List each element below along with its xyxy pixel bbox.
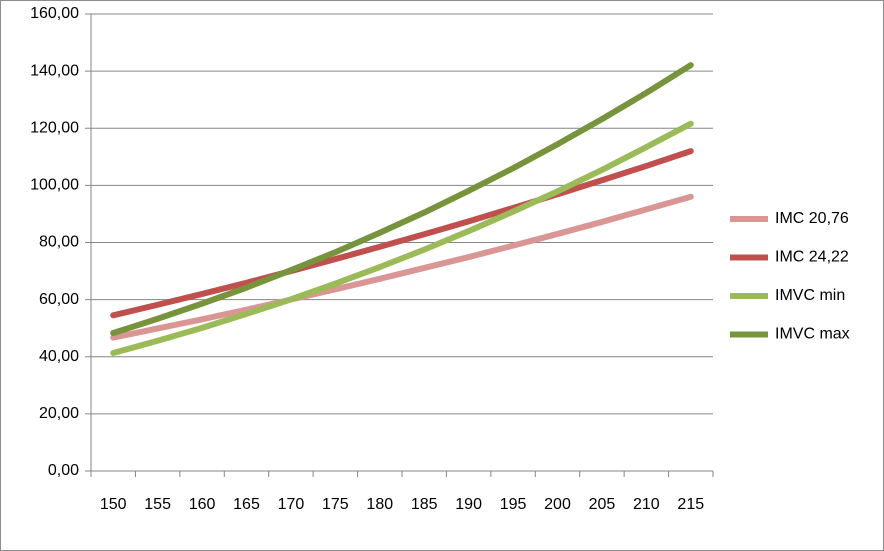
y-tick-label: 120,00 bbox=[30, 119, 79, 136]
x-tick-label: 175 bbox=[322, 496, 349, 513]
x-tick-label: 205 bbox=[589, 496, 616, 513]
x-tick-label: 165 bbox=[233, 496, 260, 513]
y-tick-label: 140,00 bbox=[30, 62, 79, 79]
x-tick-label: 180 bbox=[366, 496, 393, 513]
y-tick-label: 60,00 bbox=[39, 291, 79, 308]
y-tick-label: 100,00 bbox=[30, 177, 79, 194]
x-tick-label: 150 bbox=[100, 496, 127, 513]
x-tick-label: 155 bbox=[144, 496, 171, 513]
legend-label: IMVC max bbox=[775, 326, 850, 343]
legend-label: IMVC min bbox=[775, 287, 845, 304]
y-tick-label: 80,00 bbox=[39, 234, 79, 251]
legend-label: IMC 20,76 bbox=[775, 210, 849, 227]
x-tick-label: 195 bbox=[500, 496, 527, 513]
y-tick-label: 160,00 bbox=[30, 5, 79, 22]
x-tick-label: 190 bbox=[455, 496, 482, 513]
series-line bbox=[110, 193, 694, 341]
x-tick-label: 170 bbox=[278, 496, 305, 513]
x-tick-label: 200 bbox=[544, 496, 571, 513]
x-tick-label: 210 bbox=[633, 496, 660, 513]
series-line bbox=[110, 148, 694, 319]
series-line bbox=[110, 62, 694, 337]
x-tick-label: 185 bbox=[411, 496, 438, 513]
series-line bbox=[110, 120, 694, 357]
legend-label: IMC 24,22 bbox=[775, 249, 849, 266]
y-tick-label: 20,00 bbox=[39, 405, 79, 422]
y-tick-label: 0,00 bbox=[48, 462, 79, 479]
x-tick-label: 160 bbox=[189, 496, 216, 513]
x-tick-label: 215 bbox=[677, 496, 704, 513]
y-tick-label: 40,00 bbox=[39, 348, 79, 365]
